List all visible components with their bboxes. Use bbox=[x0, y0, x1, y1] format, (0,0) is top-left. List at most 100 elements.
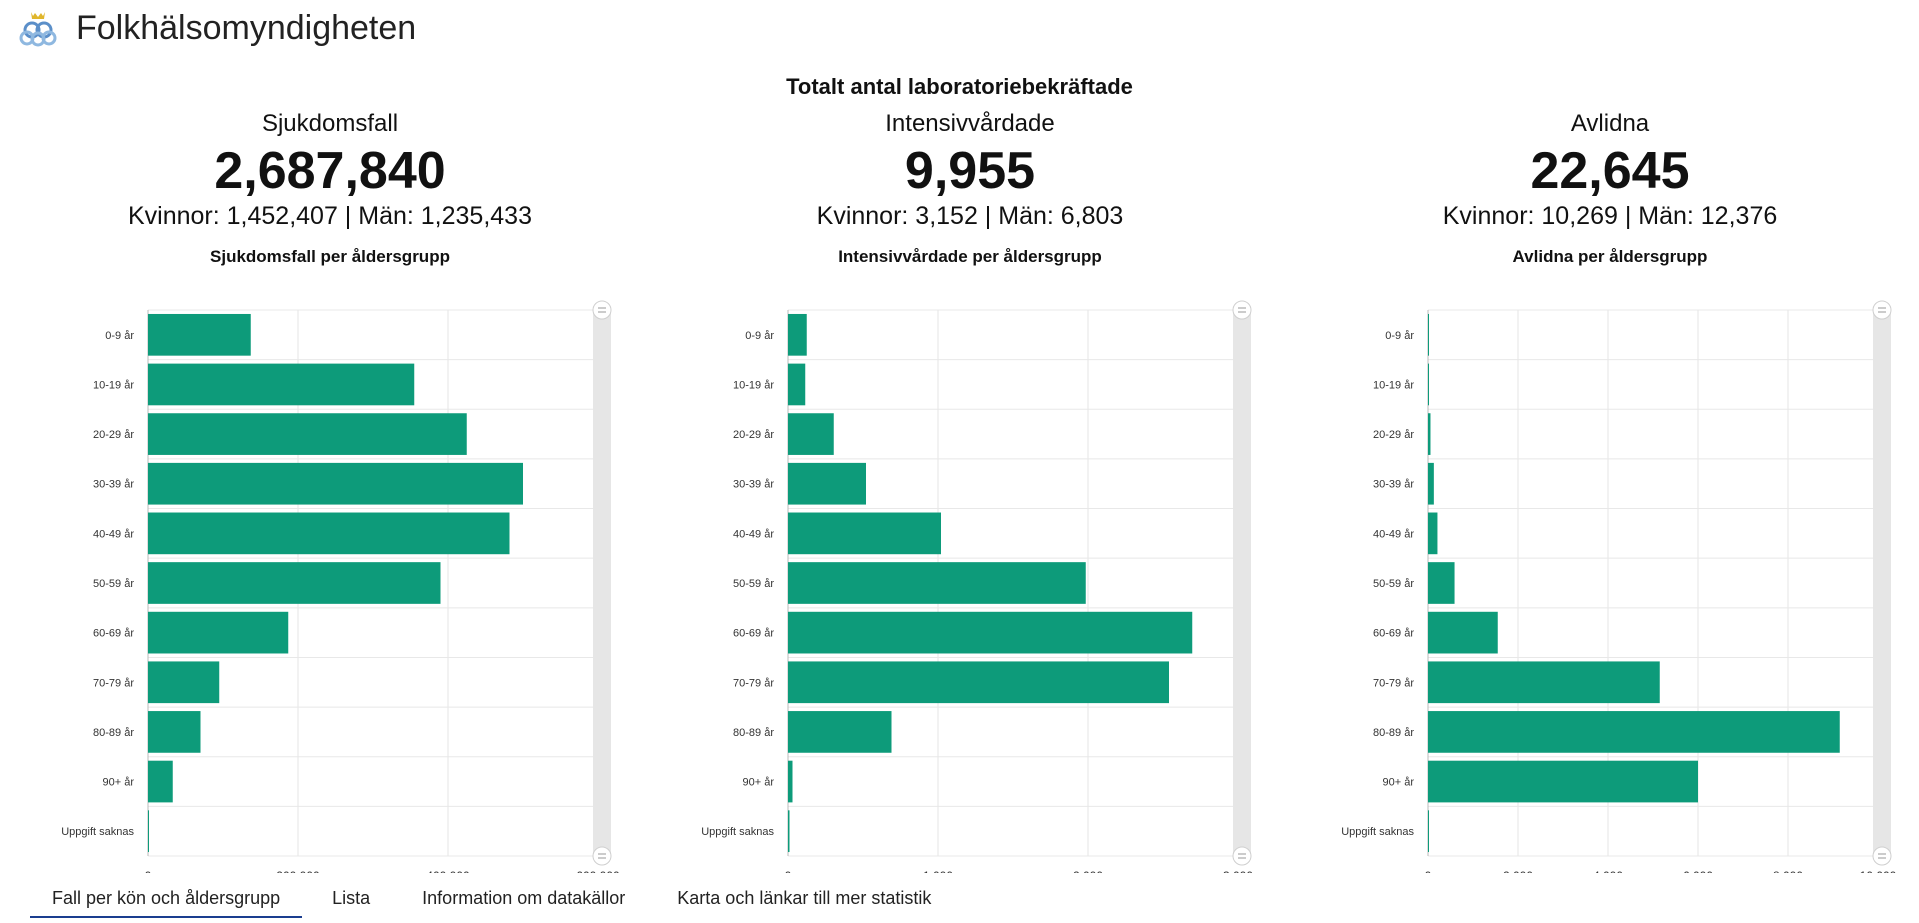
bar[interactable] bbox=[148, 313, 251, 356]
bar[interactable] bbox=[1428, 611, 1498, 654]
category-label: 30-39 år bbox=[1373, 479, 1414, 491]
category-label: 20-29 år bbox=[93, 429, 134, 441]
category-label: 10-19 år bbox=[93, 379, 134, 391]
x-tick-label: 600,000 bbox=[576, 869, 620, 873]
stat-split: Kvinnor: 10,269 | Män: 12,376 bbox=[1442, 202, 1778, 230]
stat-label: Sjukdomsfall bbox=[261, 110, 399, 137]
category-label: 0-9 år bbox=[105, 330, 134, 342]
bar[interactable] bbox=[1428, 711, 1840, 753]
bar[interactable] bbox=[148, 462, 523, 505]
bar[interactable] bbox=[148, 611, 289, 654]
bar[interactable] bbox=[148, 810, 149, 853]
stat-total: 9,955 bbox=[904, 142, 1036, 200]
chart-title: Intensivvårdade per åldersgrupp bbox=[838, 247, 1102, 266]
bar[interactable] bbox=[1428, 661, 1660, 704]
x-tick-label: 200,000 bbox=[276, 869, 320, 873]
x-tick-label: 2,000 bbox=[1073, 869, 1103, 873]
chart-deaths: 0 2,000 4,000 6,000 8,000 10,000 0-9 år 10-19 å… bbox=[1341, 300, 1897, 873]
category-label: 70-79 år bbox=[733, 677, 774, 689]
bar[interactable] bbox=[148, 711, 201, 753]
category-label: 60-69 år bbox=[1373, 628, 1414, 640]
scrollbar-track[interactable] bbox=[1873, 310, 1891, 856]
x-tick-label: 3,000 bbox=[1223, 869, 1253, 873]
tab-fall-per-kon[interactable]: Fall per kön och åldersgrupp bbox=[30, 886, 303, 918]
bar[interactable] bbox=[788, 562, 1086, 604]
category-label: Uppgift saknas bbox=[61, 826, 134, 838]
bar[interactable] bbox=[148, 512, 510, 555]
x-tick-label: 0 bbox=[785, 869, 792, 873]
category-label: 10-19 år bbox=[733, 379, 774, 391]
chart-icu: 0 1,000 2,000 3,000 0-9 år 10-19 år 20-29 år 30… bbox=[701, 300, 1253, 873]
category-label: 80-89 år bbox=[93, 727, 134, 739]
category-label: 40-49 år bbox=[733, 528, 774, 540]
category-label: 0-9 år bbox=[745, 330, 774, 342]
scrollbar-handle-icon[interactable] bbox=[1232, 846, 1252, 866]
header: Folkhälsomyndigheten bbox=[18, 6, 416, 50]
bar[interactable] bbox=[148, 562, 441, 604]
category-label: 90+ år bbox=[103, 777, 135, 789]
category-label: 80-89 år bbox=[1373, 727, 1414, 739]
tab-information[interactable]: Information om datakällor bbox=[422, 888, 626, 908]
bar[interactable] bbox=[148, 363, 415, 406]
scrollbar-handle-icon[interactable] bbox=[592, 846, 612, 866]
bar[interactable] bbox=[788, 462, 866, 505]
category-label: 60-69 år bbox=[93, 628, 134, 640]
bar[interactable] bbox=[1428, 512, 1438, 555]
category-label: 90+ år bbox=[1383, 777, 1415, 789]
category-label: 90+ år bbox=[743, 777, 775, 789]
bar[interactable] bbox=[148, 661, 220, 704]
category-label: 40-49 år bbox=[1373, 528, 1414, 540]
category-label: 10-19 år bbox=[1373, 379, 1414, 391]
tab-karta[interactable]: Karta och länkar till mer statistik bbox=[677, 888, 932, 908]
scrollbar-handle-icon[interactable] bbox=[1872, 846, 1892, 866]
chart-title: Avlidna per åldersgrupp bbox=[1512, 247, 1708, 266]
bar[interactable] bbox=[788, 313, 807, 356]
bar[interactable] bbox=[788, 413, 834, 455]
folkhalsomyndigheten-logo-icon bbox=[19, 12, 57, 47]
bar[interactable] bbox=[1428, 413, 1431, 455]
scrollbar-handle-icon[interactable] bbox=[592, 300, 612, 320]
bar[interactable] bbox=[788, 611, 1193, 654]
bar[interactable] bbox=[1428, 313, 1429, 356]
scrollbar-handle-icon[interactable] bbox=[1872, 300, 1892, 320]
category-label: Uppgift saknas bbox=[701, 826, 774, 838]
stat-label: Intensivvårdade bbox=[885, 110, 1055, 137]
bar[interactable] bbox=[788, 363, 806, 406]
category-label: 50-59 år bbox=[733, 578, 774, 590]
tab-lista[interactable]: Lista bbox=[332, 888, 371, 908]
stat-split: Kvinnor: 1,452,407 | Män: 1,235,433 bbox=[127, 202, 532, 230]
bar[interactable] bbox=[1428, 562, 1455, 604]
category-label: 30-39 år bbox=[93, 479, 134, 491]
main-title: Totalt antal laboratoriebekräftade bbox=[786, 74, 1133, 99]
bar[interactable] bbox=[1428, 462, 1434, 505]
stat-deaths: Avlidna 22,645 Kvinnor: 10,269 | Män: 12… bbox=[1350, 110, 1870, 267]
bar[interactable] bbox=[788, 760, 793, 803]
category-label: 70-79 år bbox=[1373, 677, 1414, 689]
x-tick-label: 0 bbox=[145, 869, 152, 873]
bar[interactable] bbox=[148, 413, 467, 455]
scrollbar-handle-icon[interactable] bbox=[1232, 300, 1252, 320]
bar[interactable] bbox=[1428, 363, 1429, 406]
x-tick-label: 10,000 bbox=[1860, 869, 1897, 873]
bar[interactable] bbox=[1428, 810, 1429, 853]
bar[interactable] bbox=[788, 810, 790, 853]
stat-cases: Sjukdomsfall 2,687,840 Kvinnor: 1,452,40… bbox=[70, 110, 590, 267]
category-label: 40-49 år bbox=[93, 528, 134, 540]
bar[interactable] bbox=[148, 760, 173, 803]
chart-cases: 0 200,000 400,000 600,000 0-9 år 10-19 år 20-2… bbox=[61, 300, 620, 873]
stat-total: 22,645 bbox=[1530, 142, 1690, 200]
bar[interactable] bbox=[788, 512, 941, 555]
x-tick-label: 4,000 bbox=[1593, 869, 1623, 873]
category-label: 20-29 år bbox=[1373, 429, 1414, 441]
bar[interactable] bbox=[788, 661, 1169, 704]
stat-total: 2,687,840 bbox=[214, 142, 446, 200]
chart-title: Sjukdomsfall per åldersgrupp bbox=[210, 247, 450, 266]
scrollbar-track[interactable] bbox=[593, 310, 611, 856]
x-tick-label: 1,000 bbox=[923, 869, 953, 873]
category-label: 50-59 år bbox=[1373, 578, 1414, 590]
bar[interactable] bbox=[788, 711, 892, 753]
bar[interactable] bbox=[1428, 760, 1698, 803]
scrollbar-track[interactable] bbox=[1233, 310, 1251, 856]
stat-icu: Intensivvårdade 9,955 Kvinnor: 3,152 | M… bbox=[710, 110, 1230, 267]
x-tick-label: 2,000 bbox=[1503, 869, 1533, 873]
